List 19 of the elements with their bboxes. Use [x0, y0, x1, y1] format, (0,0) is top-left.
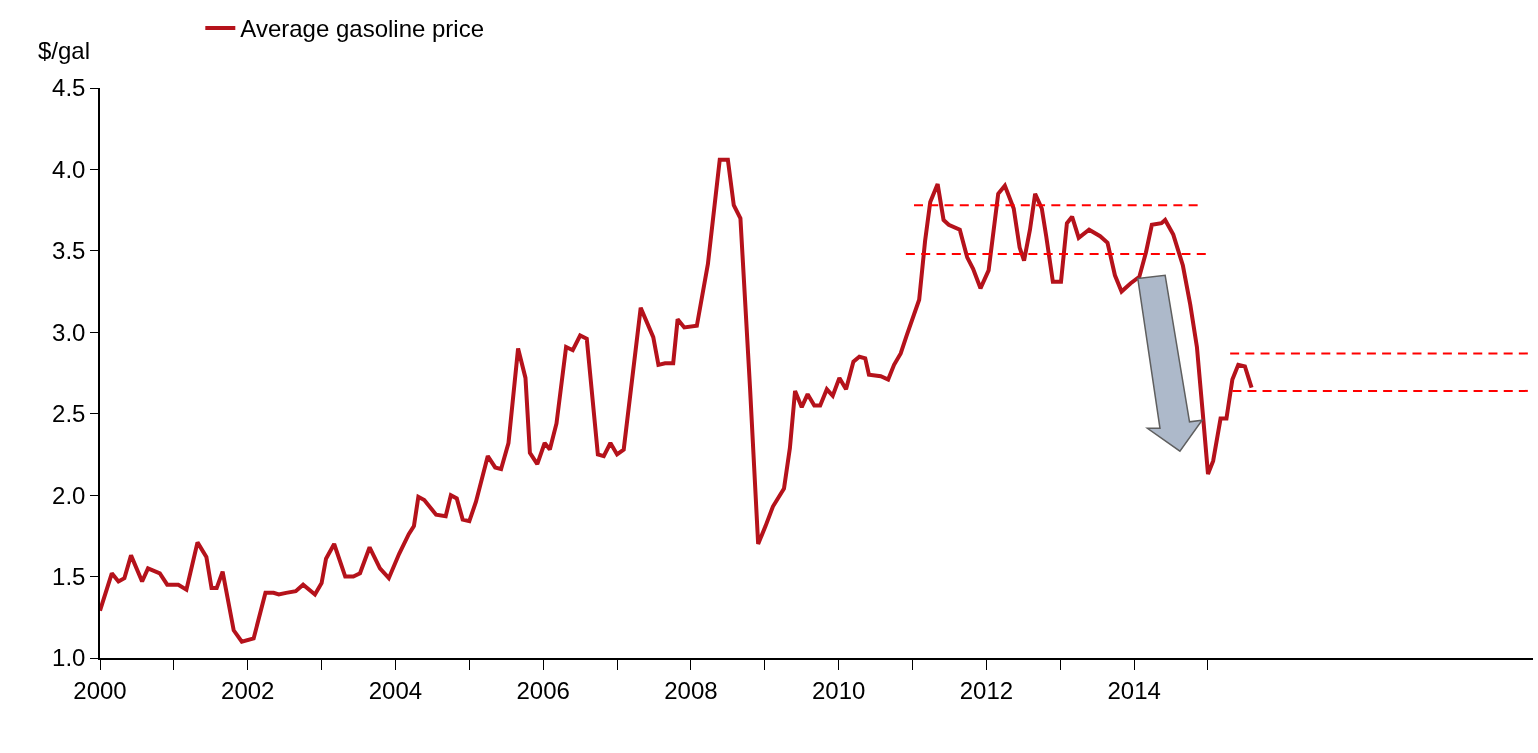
y-tick-label: 1.0 — [52, 644, 86, 672]
y-tick-label: 4.5 — [52, 74, 86, 102]
y-tick-label: 2.0 — [52, 481, 86, 509]
y-tick-label: 4.0 — [52, 155, 86, 183]
y-tick-label: 3.0 — [52, 318, 86, 346]
y-tick-label: 2.5 — [52, 400, 86, 428]
x-tick-label: 2000 — [73, 676, 127, 704]
x-tick-label: 2002 — [221, 676, 275, 704]
x-tick-label: 2014 — [1107, 676, 1161, 704]
line-series — [100, 157, 1254, 644]
x-tick-label: 2012 — [959, 676, 1014, 704]
x-tick-label: 2006 — [516, 676, 570, 704]
x-tick-label: 2010 — [811, 676, 866, 704]
y-axis-title: $/gal — [38, 37, 91, 64]
x-tick-label: 2004 — [368, 676, 423, 704]
y-tick-label: 3.5 — [52, 237, 86, 265]
x-tick-label: 2008 — [664, 676, 718, 704]
y-tick-label: 1.5 — [52, 562, 86, 590]
legend-label: Average gasoline price — [240, 15, 485, 43]
